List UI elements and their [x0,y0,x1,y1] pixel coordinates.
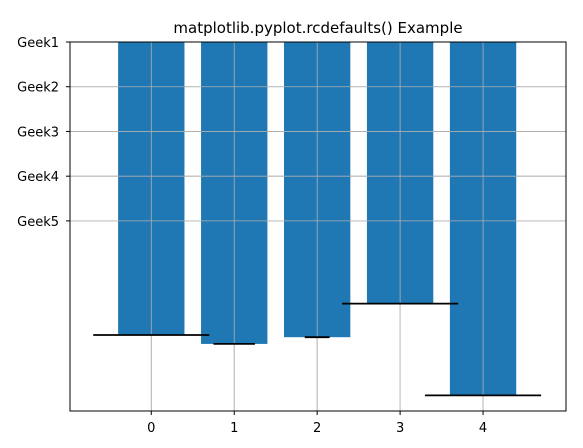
y-tick-label: Geek5 [17,215,59,230]
x-tick-label: 0 [147,421,155,436]
ticks-layer: 0 1 2 3 4 Geek1 Geek2 Geek3 Geek4 Geek5 [17,36,487,436]
x-tick-label: 4 [479,421,487,436]
axes-frame [69,41,567,412]
y-tick-label: Geek2 [17,81,59,96]
x-tick-label: 2 [313,421,321,436]
y-tick-label: Geek4 [17,170,59,185]
errorbars-layer [93,302,542,397]
y-tick-label: Geek3 [17,125,59,140]
chart-title: matplotlib.pyplot.rcdefaults() Example [173,19,462,37]
x-tick-label: 1 [230,421,238,436]
x-tick-label: 3 [396,421,404,436]
bars-layer [70,41,566,411]
y-tick-label: Geek1 [17,36,59,51]
